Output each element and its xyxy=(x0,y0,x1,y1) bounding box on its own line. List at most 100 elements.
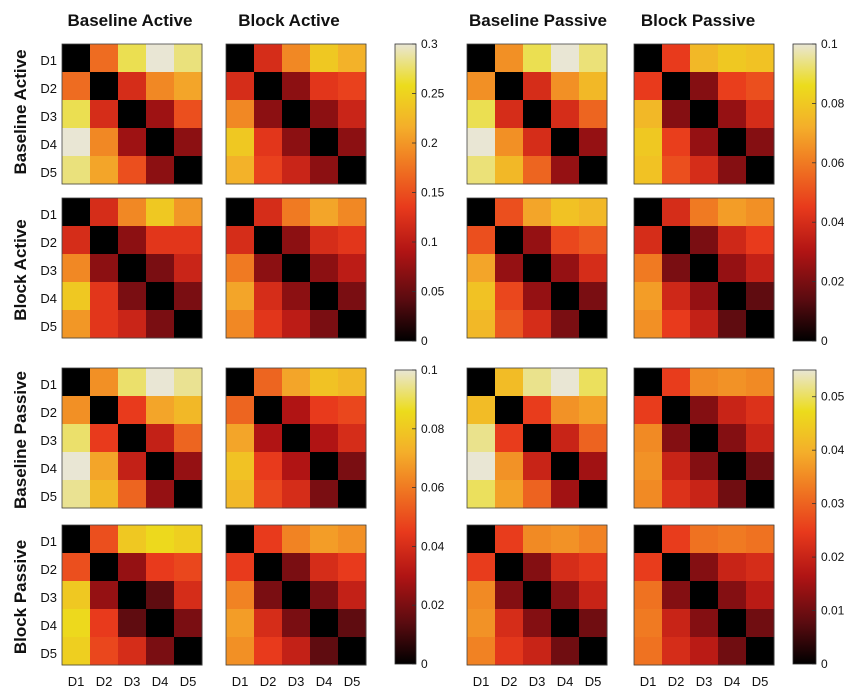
heatmap-cell xyxy=(579,310,608,339)
x-tick-label: D3 xyxy=(124,674,141,689)
heatmap-cell xyxy=(226,452,255,481)
colorbar-tick-label: 0.15 xyxy=(421,186,445,200)
heatmap-cell xyxy=(690,480,719,509)
heatmap-panel-baseline-active-vs-baseline-passive xyxy=(466,43,608,185)
heatmap-cell xyxy=(634,226,663,255)
heatmap-cell xyxy=(146,424,175,453)
heatmap-cell xyxy=(174,44,203,73)
heatmap-cell xyxy=(254,72,283,101)
heatmap-cell xyxy=(90,254,119,283)
x-tick-label: D5 xyxy=(344,674,361,689)
heatmap-cell xyxy=(226,424,255,453)
colorbar-tick-label: 0.02 xyxy=(821,275,845,289)
heatmap-cell xyxy=(226,310,255,339)
colorbar-tick-label: 0.05 xyxy=(821,390,845,404)
heatmap-cell xyxy=(282,226,311,255)
heatmap-cell xyxy=(523,424,552,453)
heatmap-cell xyxy=(62,254,91,283)
heatmap-cell xyxy=(579,396,608,425)
heatmap-cell xyxy=(338,198,367,227)
heatmap-cell xyxy=(90,44,119,73)
colorbar-top-left: 0 0.05 0.1 0.15 0.2 0.25 0.3 xyxy=(394,37,445,348)
heatmap-cell xyxy=(146,396,175,425)
y-tick-label: D4 xyxy=(40,291,57,306)
colorbar-tick-label: 0.1 xyxy=(821,37,838,51)
heatmap-cell xyxy=(90,480,119,509)
heatmap-cell xyxy=(226,396,255,425)
heatmap-cell xyxy=(226,282,255,311)
heatmap-cell xyxy=(579,368,608,397)
heatmap-cell xyxy=(62,156,91,185)
y-tick-label: D3 xyxy=(40,590,57,605)
heatmap-cell xyxy=(551,226,580,255)
heatmap-cell xyxy=(118,156,147,185)
heatmap-cell xyxy=(718,310,747,339)
heatmap-cell xyxy=(523,396,552,425)
heatmap-cell xyxy=(523,44,552,73)
heatmap-cell xyxy=(174,254,203,283)
heatmap-cell xyxy=(523,581,552,610)
heatmap-cell xyxy=(90,581,119,610)
heatmap-cell xyxy=(634,396,663,425)
heatmap-cell xyxy=(523,452,552,481)
heatmap-cell xyxy=(62,100,91,129)
heatmap-cell xyxy=(310,480,339,509)
heatmap-cell xyxy=(523,100,552,129)
heatmap-cell xyxy=(467,156,496,185)
heatmap-cell xyxy=(310,424,339,453)
heatmap-cell xyxy=(90,156,119,185)
heatmap-cell xyxy=(690,310,719,339)
heatmap-cell xyxy=(718,282,747,311)
heatmap-cell xyxy=(338,72,367,101)
colorbar-tick-label: 0.04 xyxy=(421,539,445,553)
x-tick-labels-col-2: D1 D2 D3 D4 D5 xyxy=(232,674,361,689)
colorbar-tick-label: 0 xyxy=(421,334,428,348)
heatmap-cell xyxy=(174,368,203,397)
heatmap-cell xyxy=(495,609,524,638)
heatmap-cell xyxy=(174,609,203,638)
heatmap-cell xyxy=(579,128,608,157)
heatmap-cell xyxy=(118,282,147,311)
heatmap-cell xyxy=(495,424,524,453)
panel-border xyxy=(61,367,203,509)
heatmap-cell xyxy=(118,480,147,509)
heatmap-cell xyxy=(495,44,524,73)
heatmap-cell xyxy=(282,310,311,339)
heatmap-panel-block-passive-vs-block-active xyxy=(225,524,367,666)
heatmap-cell xyxy=(634,368,663,397)
heatmap-cell xyxy=(146,368,175,397)
heatmap-cell xyxy=(338,396,367,425)
heatmap-cell xyxy=(495,282,524,311)
panel-border xyxy=(225,197,367,339)
heatmap-cell xyxy=(254,156,283,185)
heatmap-cell xyxy=(551,198,580,227)
heatmap-cell xyxy=(718,424,747,453)
heatmap-cell xyxy=(174,226,203,255)
heatmap-panel-block-active-vs-baseline-passive xyxy=(466,197,608,339)
heatmap-cell xyxy=(282,254,311,283)
heatmap-cell xyxy=(254,254,283,283)
heatmap-cell xyxy=(634,452,663,481)
heatmap-cell xyxy=(282,282,311,311)
heatmap-cell xyxy=(662,480,691,509)
colorbar-tick-label: 0 xyxy=(821,657,828,671)
heatmap-cell xyxy=(338,424,367,453)
colorbar-tick-label: 0.08 xyxy=(421,422,445,436)
panel-border xyxy=(61,524,203,666)
y-tick-label: D5 xyxy=(40,319,57,334)
heatmap-cell xyxy=(662,637,691,666)
heatmap-cell xyxy=(495,128,524,157)
heatmap-cell xyxy=(90,310,119,339)
heatmap-cell xyxy=(746,525,775,554)
heatmap-cell xyxy=(338,609,367,638)
heatmap-cell xyxy=(690,72,719,101)
heatmap-cell xyxy=(746,72,775,101)
heatmap-cell xyxy=(118,368,147,397)
heatmap-cell xyxy=(310,72,339,101)
heatmap-cell xyxy=(634,609,663,638)
heatmap-cell xyxy=(690,452,719,481)
heatmap-cell xyxy=(338,128,367,157)
heatmap-cell xyxy=(579,553,608,582)
heatmap-cell xyxy=(495,553,524,582)
